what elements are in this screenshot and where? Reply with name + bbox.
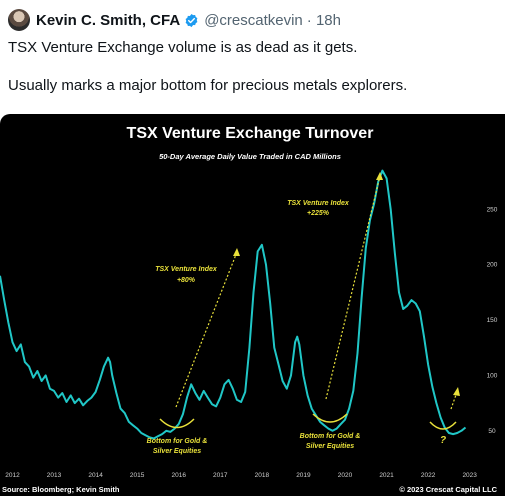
annotation-80-label: TSX Venture Index: [155, 266, 218, 273]
x-tick-label: 2012: [5, 472, 20, 479]
y-tick-label: 200: [487, 262, 498, 269]
annotation-bottom-2019-line2: Silver Equities: [306, 443, 354, 450]
annotation-bottom-2015-line1: Bottom for Gold &: [147, 438, 208, 445]
y-tick-label: 150: [487, 317, 498, 324]
annotation-question: ?: [440, 435, 446, 446]
avatar[interactable]: [8, 9, 30, 31]
x-tick-label: 2023: [462, 472, 477, 479]
arrowhead-225: [376, 172, 383, 180]
x-tick-label: 2014: [88, 472, 103, 479]
annotation-225-label: TSX Venture Index: [287, 200, 350, 207]
x-tick-label: 2017: [213, 472, 228, 479]
x-tick-label: 2013: [47, 472, 62, 479]
author-name[interactable]: Kevin C. Smith, CFA: [36, 11, 181, 29]
y-tick-label: 250: [487, 206, 498, 213]
x-tick-label: 2018: [255, 472, 270, 479]
arrowhead-80: [233, 248, 240, 256]
bracket-2022: [429, 421, 457, 430]
chart-title: TSX Venture Exchange Turnover: [127, 125, 374, 142]
chart-source: Source: Bloomberg; Kevin Smith: [2, 485, 120, 494]
verified-badge-icon: [185, 13, 198, 27]
tweet-timestamp[interactable]: · 18h: [306, 11, 341, 29]
y-tick-label: 50: [488, 428, 496, 435]
annotation-arrows: [175, 175, 458, 410]
bottom-brackets: [159, 413, 457, 430]
annotation-225-value: +225%: [307, 210, 330, 217]
annotation-arrowheads: [233, 172, 460, 396]
tweet-text: TSX Venture Exchange volume is as dead a…: [8, 38, 498, 95]
x-tick-label: 2020: [338, 472, 353, 479]
x-tick-label: 2015: [130, 472, 145, 479]
turnover-series-line: [0, 169, 467, 440]
bracket-2015: [159, 418, 195, 429]
y-tick-label: 100: [487, 372, 498, 379]
turnover-chart: TSX Venture Exchange Turnover 50-Day Ave…: [0, 125, 498, 494]
author-handle[interactable]: @crescatkevin: [204, 11, 303, 29]
arrow-80: [175, 251, 238, 408]
annotation-80-value: +80%: [177, 277, 196, 284]
arrow-question: [450, 391, 458, 410]
y-axis-ticks: 50 100 150 200 250: [487, 206, 498, 434]
annotation-bottom-2019-line1: Bottom for Gold &: [300, 433, 361, 440]
tweet-text-line-1: TSX Venture Exchange volume is as dead a…: [8, 39, 358, 56]
x-tick-label: 2019: [296, 472, 311, 479]
x-tick-label: 2016: [171, 472, 186, 479]
chart-subtitle: 50-Day Average Daily Value Traded in CAD…: [159, 152, 341, 161]
x-tick-label: 2021: [379, 472, 394, 479]
chart-image[interactable]: TSX Venture Exchange Turnover 50-Day Ave…: [0, 114, 505, 496]
annotation-bottom-2015-line2: Silver Equities: [153, 448, 201, 455]
bracket-2019: [312, 413, 348, 423]
arrowhead-question: [453, 387, 460, 396]
chart-copyright: © 2023 Crescat Capital LLC: [399, 485, 497, 494]
x-axis-ticks: 2012 2013 2014 2015 2016 2017 2018 2019 2020 2021…: [5, 472, 477, 479]
tweet-header: Kevin C. Smith, CFA @crescatkevin · 18h: [8, 6, 341, 34]
x-tick-label: 2022: [421, 472, 436, 479]
tweet-text-line-2: Usually marks a major bottom for preciou…: [8, 77, 408, 94]
